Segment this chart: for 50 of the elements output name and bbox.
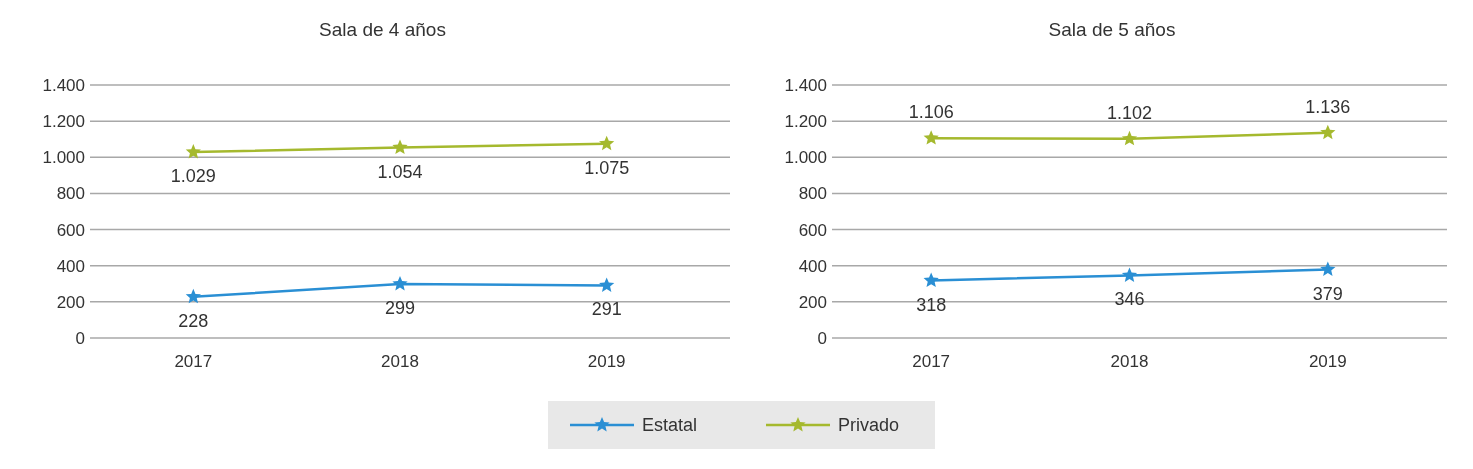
data-label: 291 [591, 299, 622, 320]
y-tick-label: 200 [798, 292, 827, 312]
legend-label: Privado [838, 415, 900, 435]
point [599, 135, 615, 151]
legend-label: Estatal [642, 415, 698, 435]
point [599, 277, 615, 292]
x-tick-label: 2017 [912, 352, 951, 371]
point [923, 130, 939, 145]
chart-title: Sala de 4 años [319, 19, 446, 40]
data-label: 1.106 [908, 102, 954, 123]
data-label: 1.029 [170, 166, 216, 187]
data-label: 1.075 [584, 157, 630, 178]
data-label: 318 [916, 294, 947, 315]
y-tick-label: 1.400 [784, 76, 827, 95]
y-tick-label: 800 [798, 184, 827, 204]
y-tick-label: 0 [817, 329, 827, 348]
point [1320, 261, 1336, 276]
y-tick-label: 1.200 [42, 112, 85, 132]
point [1121, 130, 1138, 146]
x-tick-label: 2018 [381, 352, 419, 371]
data-label: 1.136 [1305, 96, 1351, 117]
y-tick-label: 600 [798, 220, 827, 240]
x-tick-label: 2018 [1110, 352, 1149, 371]
data-label: 299 [384, 297, 416, 318]
data-label: 1.102 [1106, 102, 1153, 123]
data-label: 379 [1312, 283, 1343, 304]
chart-title: Sala de 5 años [1048, 19, 1176, 40]
x-tick-label: 2019 [1308, 352, 1347, 371]
y-tick-label: 1.000 [784, 148, 827, 168]
y-tick-label: 0 [75, 329, 85, 348]
y-tick-label: 200 [56, 292, 85, 312]
point [392, 139, 408, 154]
y-tick-label: 800 [56, 184, 85, 204]
point [1320, 124, 1336, 140]
y-tick-label: 1.000 [42, 148, 85, 168]
point [923, 272, 939, 287]
x-tick-label: 2017 [174, 352, 213, 371]
y-tick-label: 1.400 [42, 76, 85, 95]
point [392, 275, 408, 291]
point [185, 288, 201, 304]
data-label: 346 [1114, 289, 1145, 310]
y-tick-label: 1.200 [784, 112, 827, 132]
data-label: 228 [178, 310, 209, 331]
y-tick-label: 400 [56, 256, 85, 276]
point [1121, 267, 1138, 282]
x-tick-label: 2019 [587, 352, 626, 371]
data-label: 1.054 [377, 161, 423, 182]
y-tick-label: 600 [56, 220, 85, 240]
y-tick-label: 400 [798, 256, 827, 276]
point [185, 144, 201, 159]
